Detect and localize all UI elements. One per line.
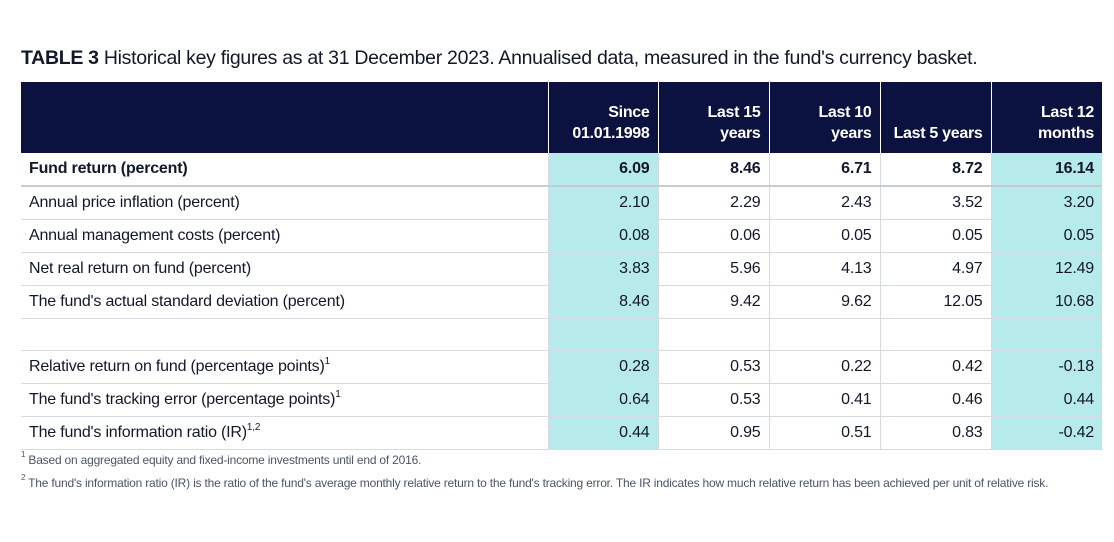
footnote-mark: 2 (21, 473, 26, 482)
row-label: Annual management costs (percent) (21, 219, 548, 253)
column-header-last-10-years: Last 10 years (768, 82, 880, 153)
table-cell: 8.46 (657, 153, 769, 187)
table-row-net-real-return: Net real return on fund (percent) 3.83 5… (21, 252, 1102, 286)
footnote-mark: 1 (21, 450, 26, 459)
table-cell: 0.28 (547, 350, 658, 384)
table-cell: 3.83 (547, 252, 658, 286)
table-title: TABLE 3 Historical key figures as at 31 … (21, 47, 1101, 70)
table-cell: 0.22 (768, 350, 880, 384)
table-cell: 9.42 (657, 285, 769, 319)
table-cell: 0.42 (879, 350, 991, 384)
header-row: Since 01.01.1998 Last 15 years Last 10 year… (21, 82, 1102, 153)
footnote-text: Based on aggregated equity and fixed-inc… (28, 453, 422, 467)
footnote-marker: 1 (335, 388, 341, 400)
table-row-standard-deviation: The fund's actual standard deviation (pe… (21, 285, 1102, 319)
table-cell: 0.83 (879, 416, 991, 450)
row-label: Annual price inflation (percent) (21, 186, 548, 220)
table-cell: 3.52 (879, 186, 991, 220)
table-cell (657, 318, 769, 351)
table-row-spacer (21, 318, 1102, 351)
row-label: Fund return (percent) (21, 153, 548, 187)
table-cell: 0.05 (990, 219, 1102, 253)
table-cell: -0.18 (990, 350, 1102, 384)
table-cell: 2.43 (768, 186, 880, 220)
table-cell: 2.10 (547, 186, 658, 220)
table-row-price-inflation: Annual price inflation (percent) 2.10 2.… (21, 186, 1102, 220)
column-header-last-5-years: Last 5 years (879, 82, 991, 153)
table-cell: 0.44 (990, 383, 1102, 417)
row-label: Net real return on fund (percent) (21, 252, 548, 286)
footnote-marker: 1,2 (246, 421, 261, 433)
table-row-tracking-error: The fund's tracking error (percentage po… (21, 383, 1102, 417)
table-cell: 0.64 (547, 383, 658, 417)
table-cell: 12.05 (879, 285, 991, 319)
table-cell: 0.05 (768, 219, 880, 253)
table-row-management-costs: Annual management costs (percent) 0.08 0… (21, 219, 1102, 253)
table-cell: 8.72 (879, 153, 991, 187)
row-label (21, 318, 548, 351)
table-cell: 0.41 (768, 383, 880, 417)
table-number: TABLE 3 (21, 47, 99, 69)
table-cell: 6.71 (768, 153, 880, 187)
table-cell: 0.53 (657, 350, 769, 384)
table-cell: 8.46 (547, 285, 658, 319)
footnote-marker: 1 (324, 355, 331, 367)
row-label: Relative return on fund (percentage poin… (21, 350, 548, 384)
row-label: The fund's actual standard deviation (pe… (21, 285, 548, 319)
table-cell: 10.68 (990, 285, 1102, 319)
column-header-last-12-months: Last 12 months (990, 82, 1102, 153)
table-cell (990, 318, 1102, 351)
table-cell: 5.96 (657, 252, 769, 286)
table-cell (768, 318, 880, 351)
table-cell: 0.08 (547, 219, 658, 253)
table-cell: 0.05 (879, 219, 991, 253)
row-label: The fund's information ratio (IR)1,2 (21, 416, 548, 450)
table-cell: 4.97 (879, 252, 991, 286)
table-cell: 0.95 (657, 416, 769, 450)
table-row-information-ratio: The fund's information ratio (IR)1,2 0.4… (21, 416, 1102, 450)
footnote-text: The fund's information ratio (IR) is the… (28, 476, 1049, 490)
table-cell: 0.44 (547, 416, 658, 450)
table-cell (547, 318, 658, 351)
table-cell: 6.09 (547, 153, 658, 187)
row-label: The fund's tracking error (percentage po… (21, 383, 548, 417)
footnote-2: 2 The fund's information ratio (IR) is t… (21, 473, 1096, 491)
table-cell: 16.14 (990, 153, 1102, 187)
table-cell: 0.06 (657, 219, 769, 253)
table-cell: 0.51 (768, 416, 880, 450)
table-cell: 4.13 (768, 252, 880, 286)
table-cell: -0.42 (990, 416, 1102, 450)
table-row-relative-return: Relative return on fund (percentage poin… (21, 350, 1102, 384)
key-figures-table: Since 01.01.1998 Last 15 years Last 10 year… (21, 82, 1102, 450)
table-cell: 0.46 (879, 383, 991, 417)
footnote-1: 1 Based on aggregated equity and fixed-i… (21, 450, 1096, 468)
column-header-label (21, 82, 548, 153)
table-cell: 0.53 (657, 383, 769, 417)
table-cell: 12.49 (990, 252, 1102, 286)
column-header-since-1998: Since 01.01.1998 (547, 82, 658, 153)
table-row-fund-return: Fund return (percent) 6.09 8.46 6.71 8.7… (21, 153, 1102, 187)
table-cell: 3.20 (990, 186, 1102, 220)
table-caption: Historical key figures as at 31 December… (103, 47, 978, 69)
table-cell: 9.62 (768, 285, 880, 319)
table-cell: 2.29 (657, 186, 769, 220)
table-cell (879, 318, 991, 351)
column-header-last-15-years: Last 15 years (657, 82, 769, 153)
